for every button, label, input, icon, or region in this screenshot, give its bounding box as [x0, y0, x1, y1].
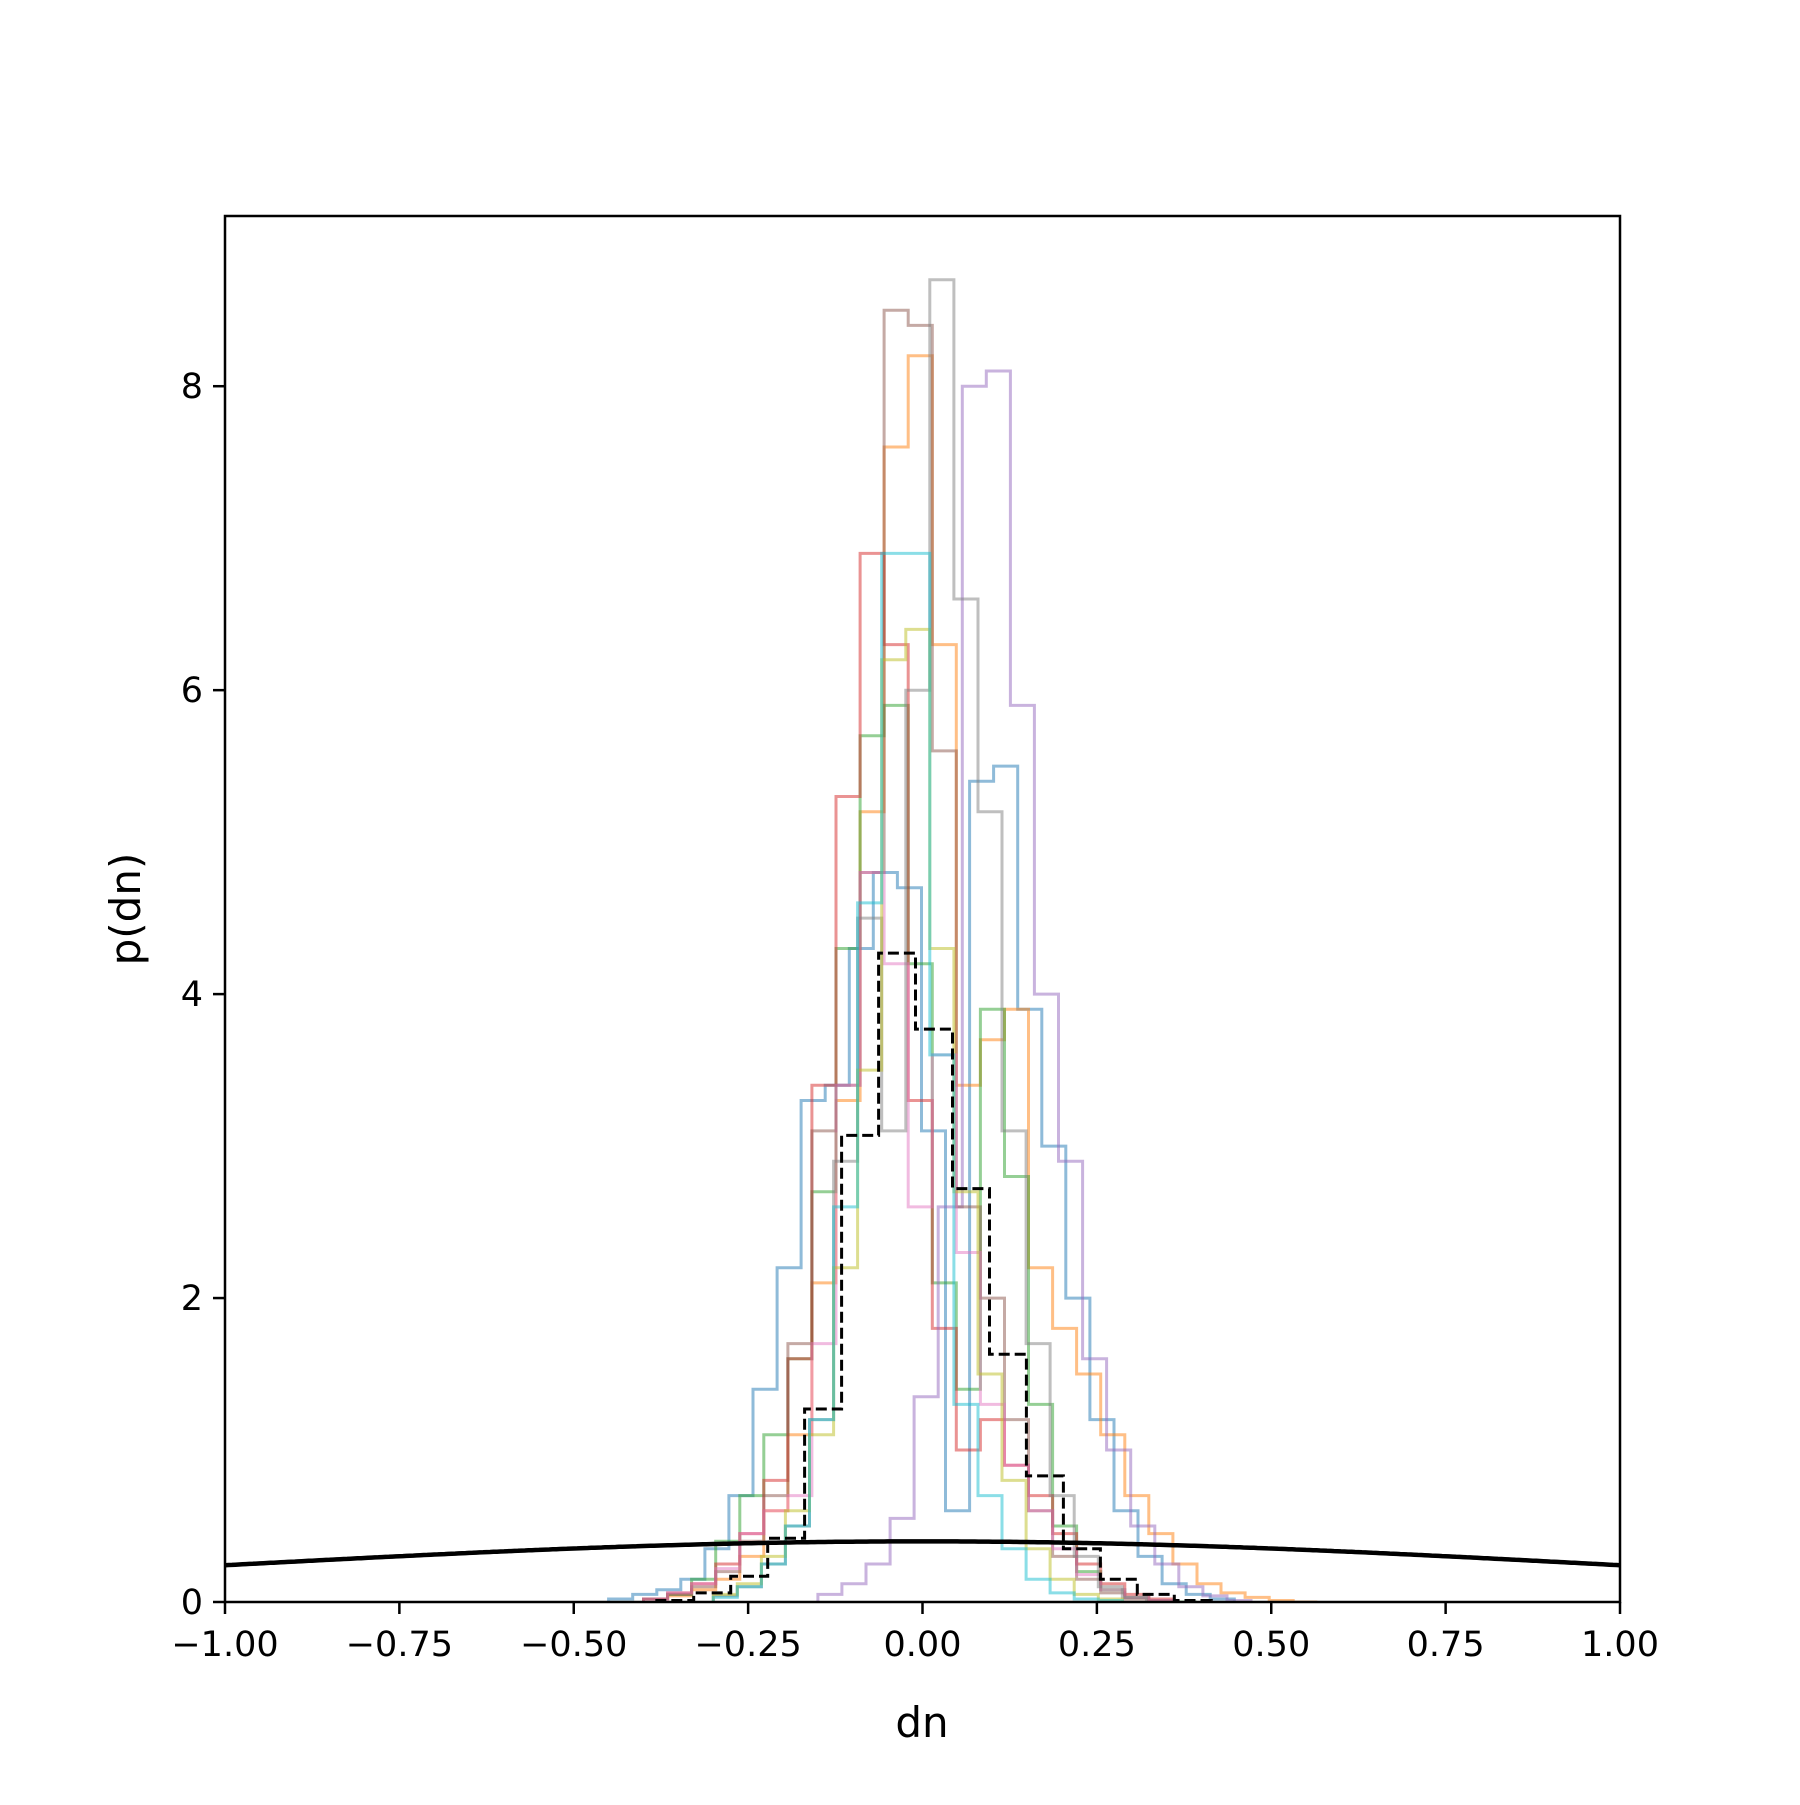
y-tick-label: 0 [181, 1583, 203, 1623]
histogram-series-6 [642, 308, 1175, 1602]
histogram-series-5 [816, 369, 1253, 1602]
y-axis: 0 2 4 6 8 [181, 367, 225, 1623]
overlay-layer [225, 951, 1620, 1602]
x-axis-label: dn [895, 1698, 948, 1747]
x-tick-label: 0.75 [1407, 1625, 1485, 1665]
histogram-series-7 [642, 871, 1175, 1602]
histogram-series-10 [711, 551, 1124, 1602]
histogram-series-4 [642, 551, 1175, 1602]
histogram-series-9 [711, 627, 1124, 1602]
x-tick-label: 0.00 [884, 1625, 962, 1665]
combined-histogram-dashed [655, 951, 1213, 1602]
x-tick-label: 0.25 [1058, 1625, 1136, 1665]
x-tick-label: 1.00 [1581, 1625, 1659, 1665]
y-tick-label: 4 [181, 975, 203, 1015]
x-tick-label: −1.00 [171, 1625, 278, 1665]
x-axis: −1.00 −0.75 −0.50 −0.25 0.00 0.25 0.50 0.75 1.00 [171, 1602, 1659, 1665]
x-tick-label: −0.50 [520, 1625, 627, 1665]
y-axis-label: p(dn) [101, 853, 150, 966]
y-tick-label: 6 [181, 671, 203, 711]
series-layer [607, 278, 1318, 1602]
x-tick-label: −0.25 [694, 1625, 801, 1665]
y-tick-label: 2 [181, 1279, 203, 1319]
gaussian-prior-curve [225, 1539, 1620, 1568]
x-tick-label: −0.75 [346, 1625, 453, 1665]
y-tick-label: 8 [181, 367, 203, 407]
x-tick-label: 0.50 [1232, 1625, 1310, 1665]
histogram-series-1 [607, 764, 1236, 1602]
